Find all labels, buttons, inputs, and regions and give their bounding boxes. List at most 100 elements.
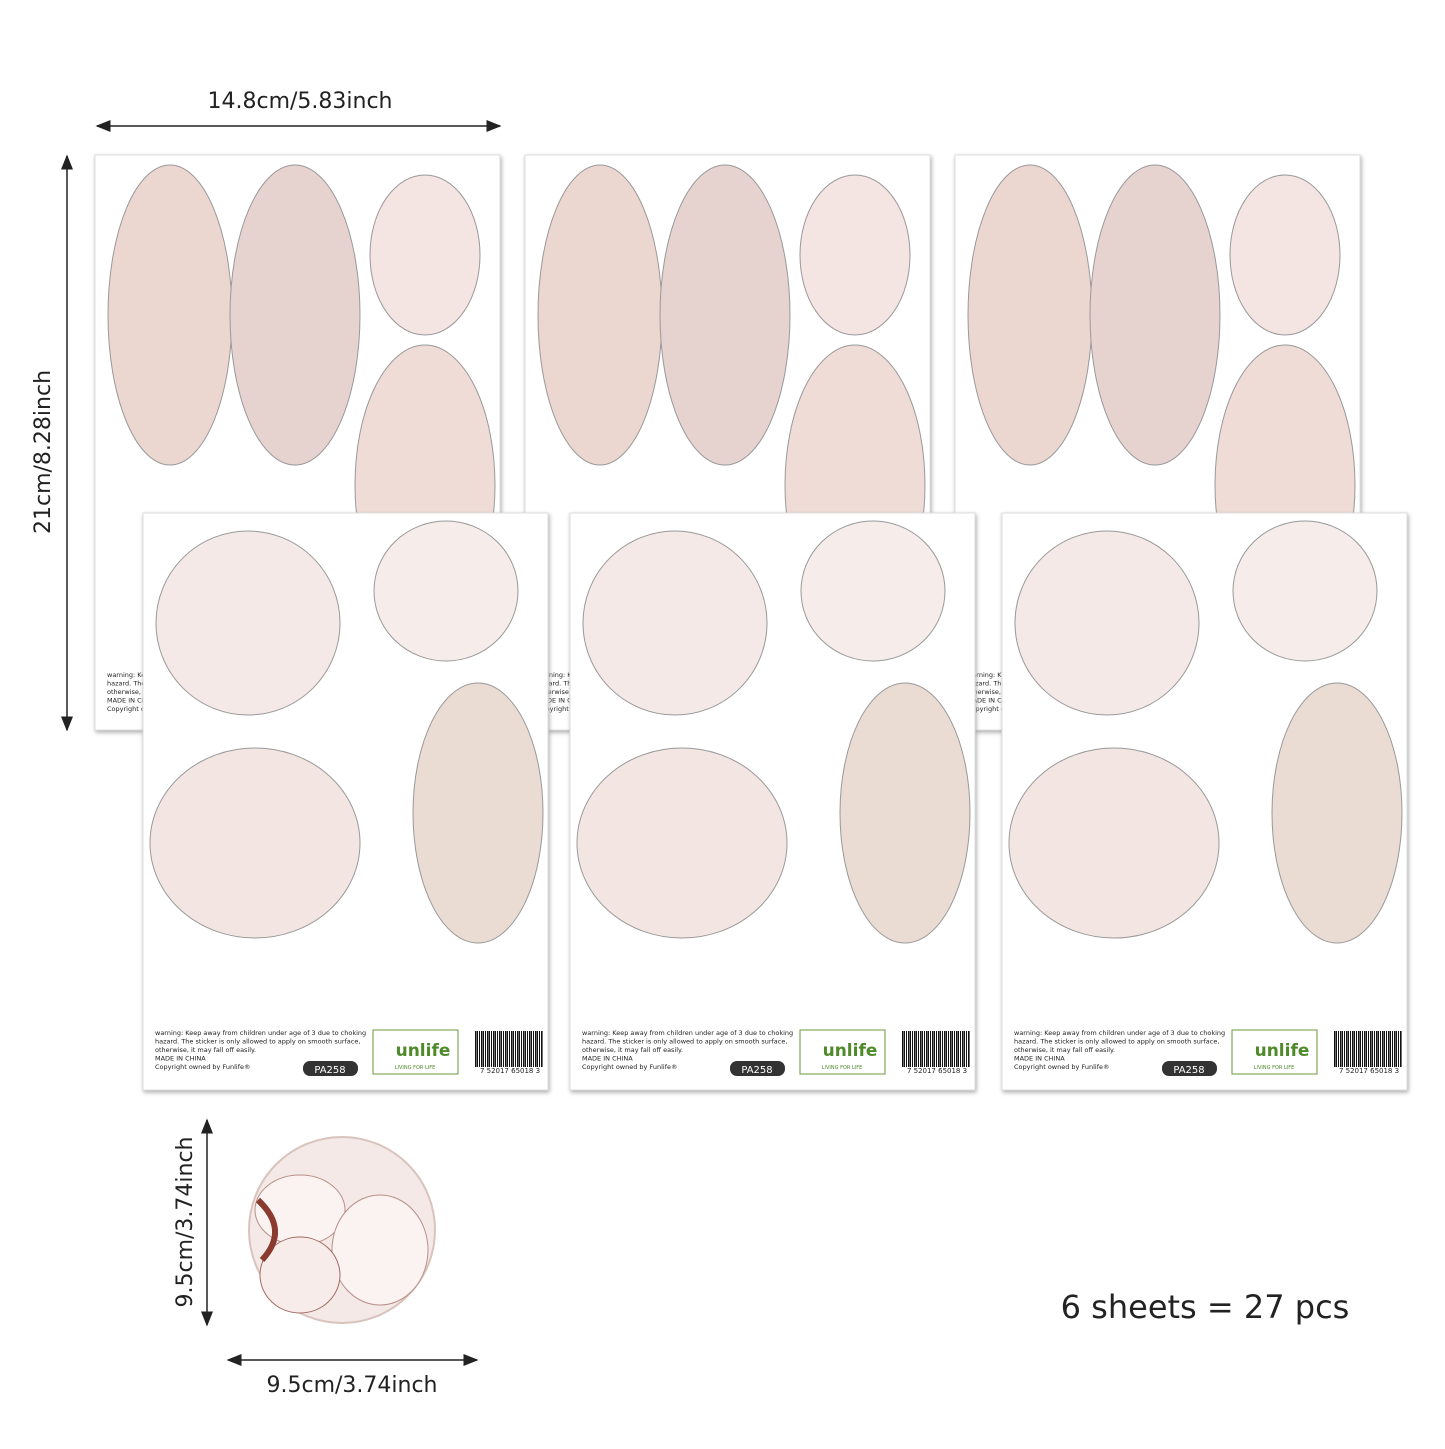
barcode-bar bbox=[1376, 1031, 1378, 1067]
barcode-bar bbox=[1344, 1031, 1345, 1067]
barcode-bar bbox=[948, 1031, 949, 1067]
barcode-bar bbox=[1362, 1031, 1363, 1067]
sheet-width-label: 14.8cm/5.83inch bbox=[207, 89, 392, 114]
code-pill bbox=[730, 1061, 785, 1076]
bud bbox=[1229, 174, 1341, 336]
barcode-bar bbox=[946, 1031, 947, 1067]
barcode-bar bbox=[1346, 1031, 1348, 1067]
barcode-bar bbox=[483, 1031, 484, 1067]
leaf bbox=[1089, 164, 1221, 466]
barcode-bar bbox=[958, 1031, 959, 1067]
sheet-height-label: 21cm/8.28inch bbox=[31, 370, 56, 534]
footer-line: Copyright owned by Funlife® bbox=[155, 1063, 251, 1071]
barcode-bar bbox=[1352, 1031, 1354, 1067]
cotton-flower bbox=[1014, 530, 1200, 716]
barcode-bar bbox=[485, 1031, 486, 1067]
barcode-bar bbox=[906, 1031, 907, 1067]
barcode-bar bbox=[1386, 1031, 1387, 1067]
barcode-bar bbox=[1354, 1031, 1355, 1067]
barcode-bar bbox=[1394, 1031, 1396, 1067]
palm-leaf bbox=[1008, 747, 1220, 939]
front-sheet: warning: Keep away from children under a… bbox=[569, 512, 976, 1091]
sample-piece bbox=[248, 1136, 436, 1324]
barcode-bar bbox=[902, 1031, 904, 1067]
barcode-bar bbox=[539, 1031, 540, 1067]
front-sheets: warning: Keep away from children under a… bbox=[142, 512, 1408, 1091]
barcode-bar bbox=[493, 1031, 495, 1067]
feather bbox=[839, 682, 971, 944]
barcode-bar bbox=[944, 1031, 946, 1067]
barcode-bar bbox=[487, 1031, 489, 1067]
barcode-bar bbox=[501, 1031, 502, 1067]
barcode-bar bbox=[1378, 1031, 1379, 1067]
barcode-bar bbox=[954, 1031, 955, 1067]
barcode-bar bbox=[1340, 1031, 1342, 1067]
footer-line: MADE IN CHINA bbox=[107, 697, 158, 705]
leaf bbox=[107, 164, 233, 466]
front-sheet: warning: Keep away from children under a… bbox=[1001, 512, 1408, 1091]
barcode-bar bbox=[1372, 1031, 1373, 1067]
barcode-bar bbox=[924, 1031, 925, 1067]
piece-width-label: 9.5cm/3.74inch bbox=[266, 1373, 437, 1398]
barcode-bar bbox=[968, 1031, 970, 1067]
barcode-bar bbox=[529, 1031, 531, 1067]
barcode-bar bbox=[1374, 1031, 1375, 1067]
barcode-number: 7 52017 65018 3 bbox=[907, 1067, 967, 1075]
brand: unlife bbox=[396, 1041, 451, 1061]
barcode-bar bbox=[499, 1031, 501, 1067]
logo-box bbox=[799, 1029, 886, 1075]
back-sheet: warning: Keep away from children under a… bbox=[94, 154, 501, 731]
brand: unlife bbox=[1255, 1041, 1310, 1061]
footer-line: Copyright owned by Funlife® bbox=[1014, 1063, 1110, 1071]
barcode-bar bbox=[1348, 1031, 1349, 1067]
code: PA258 bbox=[314, 1065, 345, 1076]
footer-line: otherwise, it may fall off easily. bbox=[582, 1046, 683, 1054]
piece-height-label: 9.5cm/3.74inch bbox=[173, 1136, 198, 1307]
barcode-bar bbox=[1370, 1031, 1372, 1067]
barcode-bar bbox=[936, 1031, 937, 1067]
barcode-bar bbox=[1356, 1031, 1357, 1067]
feather bbox=[1271, 682, 1403, 944]
barcode-bar bbox=[481, 1031, 483, 1067]
leaf bbox=[659, 164, 791, 466]
footer-line: MADE IN CHINA bbox=[537, 697, 588, 705]
feather bbox=[412, 682, 544, 944]
footer-line: MADE IN CHINA bbox=[1014, 1055, 1065, 1063]
footer-line: hazard. The sticker is only allowed to a… bbox=[155, 1038, 360, 1046]
barcode-bar bbox=[491, 1031, 492, 1067]
footer-line: otherwise, it may fall off easily. bbox=[1014, 1046, 1115, 1054]
code: PA258 bbox=[1173, 1065, 1204, 1076]
barcode-bar bbox=[932, 1031, 934, 1067]
barcode-bar bbox=[950, 1031, 952, 1067]
barcode-bar bbox=[930, 1031, 931, 1067]
palm-leaf bbox=[149, 747, 361, 939]
barcode-bar bbox=[904, 1031, 905, 1067]
front-sheet: warning: Keep away from children under a… bbox=[142, 512, 549, 1091]
barcode-bar bbox=[952, 1031, 953, 1067]
leaf bbox=[967, 164, 1093, 466]
barcode-bar bbox=[497, 1031, 498, 1067]
barcode-number: 7 52017 65018 3 bbox=[1339, 1067, 1399, 1075]
cotton-bud bbox=[373, 520, 519, 662]
barcode-bar bbox=[515, 1031, 516, 1067]
barcode-bar bbox=[535, 1031, 537, 1067]
brand: unlife bbox=[823, 1041, 878, 1061]
barcode-bar bbox=[523, 1031, 525, 1067]
barcode-bar bbox=[966, 1031, 967, 1067]
barcode-bar bbox=[527, 1031, 528, 1067]
barcode-bar bbox=[1400, 1031, 1402, 1067]
barcode-bar bbox=[477, 1031, 478, 1067]
barcode-bar bbox=[962, 1031, 964, 1067]
barcode-bar bbox=[507, 1031, 508, 1067]
footer-line: warning: Keep away from children under a… bbox=[582, 1029, 793, 1037]
footer-line: MADE IN CHINA bbox=[155, 1055, 206, 1063]
barcode-bar bbox=[1396, 1031, 1397, 1067]
footer-line: warning: Keep away from children under a… bbox=[155, 1029, 366, 1037]
barcode-bar bbox=[1382, 1031, 1384, 1067]
barcode-bar bbox=[1342, 1031, 1343, 1067]
barcode-bar bbox=[1338, 1031, 1339, 1067]
footer-line: hazard. The sticker is only allowed to a… bbox=[582, 1038, 787, 1046]
tagline: LIVING FOR LIFE bbox=[1254, 1065, 1295, 1071]
leaf bbox=[537, 164, 663, 466]
barcode-bar bbox=[1380, 1031, 1381, 1067]
